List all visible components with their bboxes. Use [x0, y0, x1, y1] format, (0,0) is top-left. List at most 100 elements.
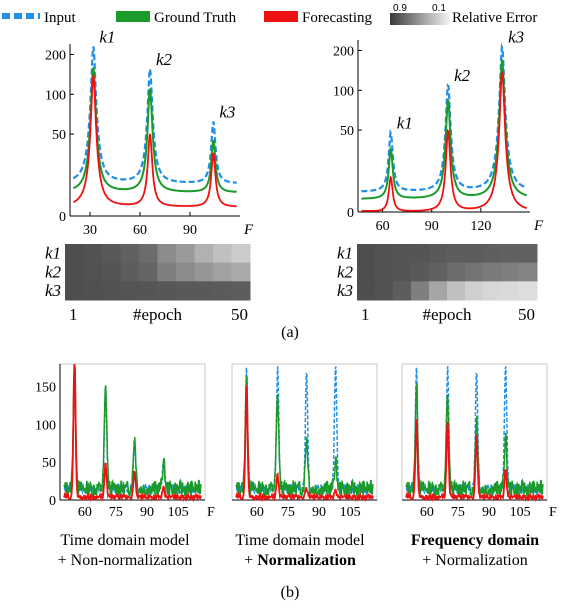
x-tick-label-60: 60 — [420, 505, 434, 520]
heatmap-cell — [501, 281, 520, 301]
caption-3-line1: Frequency domain — [410, 532, 540, 549]
heatmap-cell — [465, 262, 484, 282]
heatmap-x-left: 1 — [361, 305, 370, 324]
series-input-a-left — [72, 46, 237, 184]
series-truth-b-2 — [235, 374, 374, 499]
panel-a-label: (a) — [281, 324, 299, 341]
caption-time-nonnorm: Time domain model + Non-normalization — [30, 531, 220, 571]
heatmap-cell — [157, 244, 177, 264]
caption-2-emph: Normalization — [257, 552, 356, 569]
caption-1-emph: Non-normalization — [70, 552, 193, 569]
heatmap-row-label-k2: k2 — [45, 262, 62, 281]
x-tick-label-60: 60 — [133, 223, 147, 238]
y-tick-label-50: 50 — [52, 128, 66, 143]
x-tick-label-90: 90 — [425, 219, 439, 234]
peak-label-k1-a-left: k1 — [99, 27, 115, 46]
peak-label-k3-a-right: k3 — [508, 27, 524, 46]
heatmap-cell — [411, 262, 430, 282]
heatmap-cell — [375, 262, 394, 282]
y-tick-label-0: 0 — [347, 206, 354, 221]
heatmap-cell — [194, 262, 214, 282]
heatmap-cell — [501, 262, 520, 282]
heatmap-cell — [231, 244, 251, 264]
caption-1-line1: Time domain model — [60, 532, 190, 549]
caption-freq-norm: Frequency domain + Normalization — [380, 531, 570, 571]
x-tick-label-60: 60 — [376, 219, 390, 234]
x-axis-label-a-left: F — [243, 222, 254, 238]
series-truth-b-1 — [63, 365, 202, 499]
heatmap-cell — [139, 281, 158, 301]
x-axis-label-b-3: F — [549, 505, 557, 520]
caption-time-norm: Time domain model + Normalization — [205, 531, 395, 571]
heatmap-cell — [176, 262, 195, 282]
heatmap-cell — [176, 281, 195, 301]
x-axis-label-a-right: F — [533, 218, 544, 234]
heatmap-cell — [139, 244, 158, 264]
x-tick-label-120: 120 — [470, 219, 491, 234]
x-tick-label-90: 90 — [312, 505, 326, 520]
heatmap-cell — [120, 262, 140, 282]
heatmap-cell — [102, 281, 121, 301]
heatmap-cell — [429, 262, 448, 282]
heatmap-cell — [139, 262, 158, 282]
x-tick-label-30: 30 — [83, 223, 97, 238]
heatmap-cell — [483, 244, 502, 264]
y-tick-label-0: 0 — [59, 210, 66, 225]
heatmap-cell — [83, 244, 103, 264]
heatmap-cell — [83, 281, 103, 301]
y-tick-label-50: 50 — [42, 456, 56, 471]
x-tick-label-75: 75 — [281, 505, 295, 520]
legend-gradient-high: 0.9 — [393, 3, 407, 14]
y-tick-label-150: 150 — [35, 381, 56, 396]
series-truth-a-left — [72, 67, 237, 193]
heatmap-cell — [429, 244, 448, 264]
heatmap-row-label-k1: k1 — [337, 244, 353, 263]
heatmap-cell — [393, 244, 412, 264]
legend-gradient-low: 0.1 — [432, 3, 446, 14]
legend-gradient-bar — [390, 13, 450, 25]
heatmap-x-right: 50 — [518, 305, 535, 324]
caption-2-line2: + Normalization — [244, 552, 356, 569]
heatmap-cell — [157, 262, 177, 282]
heatmap-cell — [357, 281, 376, 301]
y-tick-label-200: 200 — [333, 44, 354, 59]
legend-label-ground-truth: Ground Truth — [154, 10, 237, 26]
heatmap-cell — [483, 281, 502, 301]
heatmap-cell — [194, 281, 214, 301]
x-tick-label-75: 75 — [109, 505, 123, 520]
heatmap-row-label-k3: k3 — [337, 281, 353, 300]
heatmap-cell — [120, 244, 140, 264]
peak-label-k1-a-right: k1 — [397, 113, 413, 132]
x-tick-label-105: 105 — [510, 505, 531, 520]
caption-3-line2: + Normalization — [422, 552, 528, 569]
heatmap-cell — [65, 262, 84, 282]
heatmap-cell — [102, 244, 121, 264]
heatmap-x-label: #epoch — [422, 305, 472, 324]
heatmap-x-right: 50 — [231, 305, 248, 324]
legend-gradient-label: Relative Error — [452, 10, 537, 26]
heatmap-cell — [411, 281, 430, 301]
x-axis-label-b-1: F — [207, 505, 215, 520]
heatmap-cell — [465, 281, 484, 301]
legend-label-forecasting: Forecasting — [302, 10, 372, 26]
heatmap-cell — [393, 281, 412, 301]
heatmap-x-left: 1 — [69, 305, 78, 324]
y-tick-label-0: 0 — [49, 494, 56, 509]
heatmap-row-label-k2: k2 — [337, 262, 354, 281]
caption-3-emph: Normalization — [435, 552, 528, 569]
heatmap-cell — [65, 281, 84, 301]
heatmap-cell — [120, 281, 140, 301]
heatmap-cell — [429, 281, 448, 301]
x-tick-label-60: 60 — [250, 505, 264, 520]
legend-label-input: Input — [44, 10, 76, 26]
heatmap-cell — [519, 244, 538, 264]
heatmap-cell — [375, 281, 394, 301]
x-tick-label-90: 90 — [183, 223, 197, 238]
heatmap-cell — [176, 244, 195, 264]
heatmap-cell — [157, 281, 177, 301]
x-tick-label-90: 90 — [140, 505, 154, 520]
x-tick-label-60: 60 — [78, 505, 92, 520]
heatmap-cell — [65, 244, 84, 264]
heatmap-cell — [375, 244, 394, 264]
